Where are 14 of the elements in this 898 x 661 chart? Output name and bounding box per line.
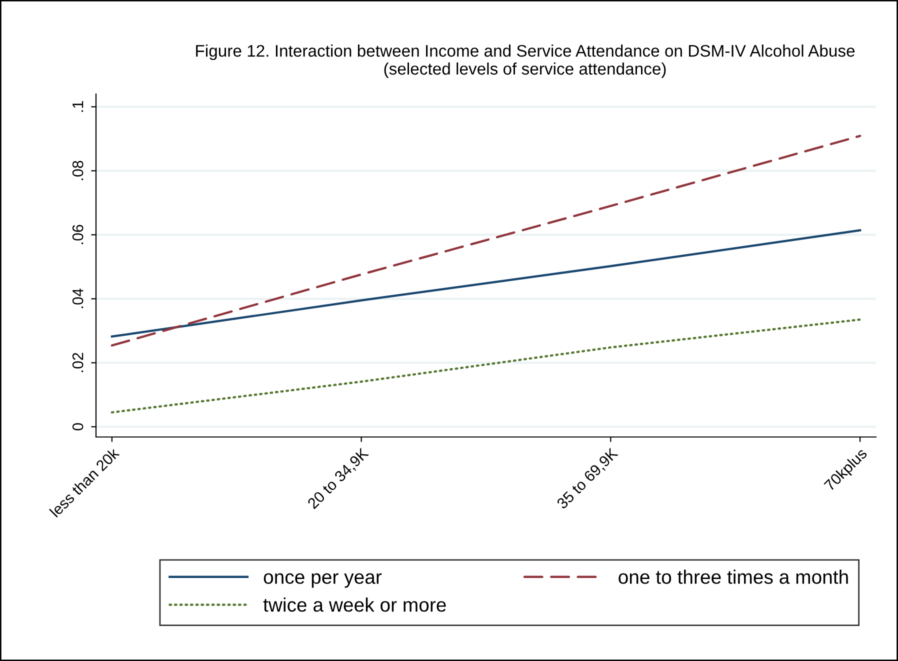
legend-label: twice a week or more [263,597,446,612]
legend-label: one to three times a month [618,570,848,584]
line-series [110,318,862,414]
y-tick-label: .08 [72,160,84,180]
y-tick-label: .04 [72,288,84,308]
x-tick-label: less than 20k [49,446,120,518]
legend-label: once per year [264,573,382,588]
y-tick-label: .02 [72,352,84,372]
line-series [110,229,862,338]
chart-title: Figure 12. Interaction between Income and Service Attendance on DSM-IV Alcohol Abuse (selected levels of service attendance) [196,44,855,78]
line-series [110,134,862,347]
y-tick-label: .1 [72,101,84,112]
y-tick-label: 0 [72,423,84,430]
y-tick-label: .06 [72,224,84,244]
